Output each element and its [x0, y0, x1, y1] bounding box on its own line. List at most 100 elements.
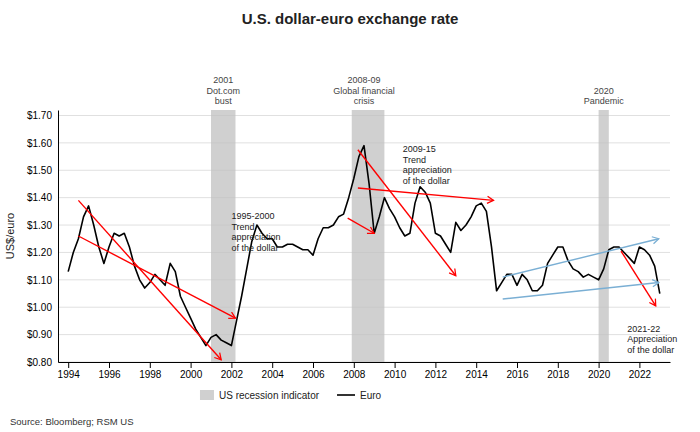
recession-band [599, 110, 609, 362]
y-tick: $0.80 [27, 357, 58, 368]
x-tick-mark [517, 362, 518, 368]
x-tick-mark [395, 362, 396, 368]
event-label: 2001Dot.combust [206, 75, 240, 106]
y-tick-label: $1.50 [27, 165, 52, 176]
event-label: 2020Pandemic [584, 86, 625, 107]
legend: US recession indicator Euro [200, 390, 382, 401]
x-tick: 1994 [58, 362, 81, 380]
x-tick-mark [313, 362, 314, 368]
y-tick: $1.00 [27, 302, 58, 313]
x-tick-label: 2002 [221, 369, 244, 380]
x-tick: 2018 [547, 362, 570, 380]
text-line: 2020 [594, 86, 614, 96]
x-tick-mark [558, 362, 559, 368]
y-tick-label: $1.00 [27, 302, 52, 313]
trend-arrow [358, 188, 494, 200]
y-tick-label: $1.20 [27, 247, 52, 258]
x-tick-label: 2008 [343, 369, 366, 380]
x-tick: 2012 [425, 362, 448, 380]
x-tick-label: 2006 [302, 369, 325, 380]
y-tick: $1.40 [27, 192, 58, 203]
title: U.S. dollar-euro exchange rate [242, 10, 459, 27]
source: Source: Bloomberg; RSM US [10, 416, 134, 427]
bands [211, 110, 609, 362]
x-tick-mark [109, 362, 110, 368]
x-tick-label: 2022 [629, 369, 652, 380]
x-tick: 1996 [98, 362, 121, 380]
text-line: of the dollar [627, 345, 674, 355]
recession-band [352, 110, 385, 362]
x-tick: 2002 [221, 362, 244, 380]
legend-swatch [337, 394, 355, 396]
trend-arrow [503, 283, 659, 299]
text-line: 2008-09 [347, 75, 380, 85]
text-line: 2001 [213, 75, 233, 85]
text-line: Dot.com [206, 86, 240, 96]
y-axis: $0.80 $0.90 $1.00 $1.10 $1.20 $1.30 $1.40 $1.50… [27, 110, 59, 368]
x-tick-label: 2018 [547, 369, 570, 380]
text-line: of the dollar [403, 176, 450, 186]
y-tick: $0.90 [27, 329, 58, 340]
x-tick-mark [599, 362, 600, 368]
x-tick: 2006 [302, 362, 325, 380]
y-tick-label: $0.80 [27, 357, 52, 368]
x-tick-mark [191, 362, 192, 368]
texts: U.S. dollar-euro exchange rate US$/euro 20… [4, 10, 677, 427]
x-tick-mark [150, 362, 151, 368]
x-tick-mark [68, 362, 69, 368]
y-axis-line [58, 111, 59, 363]
x-tick-label: 2020 [588, 369, 611, 380]
x-tick: 2016 [506, 362, 529, 380]
text-line: Trend [403, 155, 426, 165]
x-tick-label: 2012 [425, 369, 448, 380]
x-tick-mark [272, 362, 273, 368]
y-tick: $1.20 [27, 247, 58, 258]
y-tick-label: $1.40 [27, 192, 52, 203]
y-tick: $1.70 [27, 110, 58, 121]
trend-arrow [78, 200, 221, 359]
y-tick-label: $1.30 [27, 220, 52, 231]
x-tick-label: 1996 [98, 369, 121, 380]
y-axis-title: US$/euro [4, 213, 16, 259]
x-tick-label: 2000 [180, 369, 203, 380]
text-line: Pandemic [584, 96, 625, 106]
x-tick-mark [354, 362, 355, 368]
x-tick: 2014 [466, 362, 489, 380]
y-tick: $1.60 [27, 138, 58, 149]
legend-swatch [200, 390, 214, 400]
x-tick-label: 1994 [58, 369, 81, 380]
legend-label: Euro [360, 390, 382, 401]
y-tick: $1.50 [27, 165, 58, 176]
x-tick: 2008 [343, 362, 366, 380]
x-tick: 2020 [588, 362, 611, 380]
text-line: appreciation [231, 232, 280, 242]
x-tick-mark [435, 362, 436, 368]
legend-label: US recession indicator [219, 390, 320, 401]
x-tick: 2010 [384, 362, 407, 380]
y-tick-label: $1.10 [27, 275, 52, 286]
annotation: 1995-2000Trendappreciationof the dollar [231, 211, 280, 253]
text-line: crisis [354, 96, 375, 106]
event-label: 2008-09Global financialcrisis [333, 75, 395, 106]
x-tick-label: 2014 [466, 369, 489, 380]
y-tick: $1.30 [27, 220, 58, 231]
trend-arrow [503, 239, 659, 277]
arrows [78, 150, 658, 360]
x-tick-mark [639, 362, 640, 368]
x-tick-label: 2010 [384, 369, 407, 380]
plot-area [68, 110, 660, 362]
text-line: Global financial [333, 86, 395, 96]
x-tick-mark [476, 362, 477, 368]
text-line: Appreciation [627, 334, 677, 344]
trend-arrow [348, 218, 375, 233]
line [68, 146, 660, 346]
y-tick-label: $0.90 [27, 329, 52, 340]
text-line: 2021-22 [627, 324, 660, 334]
annotation: 2021-22Appreciationof the dollar [627, 324, 677, 355]
text-line: 1995-2000 [231, 211, 274, 221]
y-tick-label: $1.70 [27, 110, 52, 121]
x-tick: 1998 [139, 362, 162, 380]
x-axis: 1994199619982000200220042006200820102012… [58, 362, 671, 380]
x-tick-label: 2016 [506, 369, 529, 380]
text-line: appreciation [403, 165, 452, 175]
